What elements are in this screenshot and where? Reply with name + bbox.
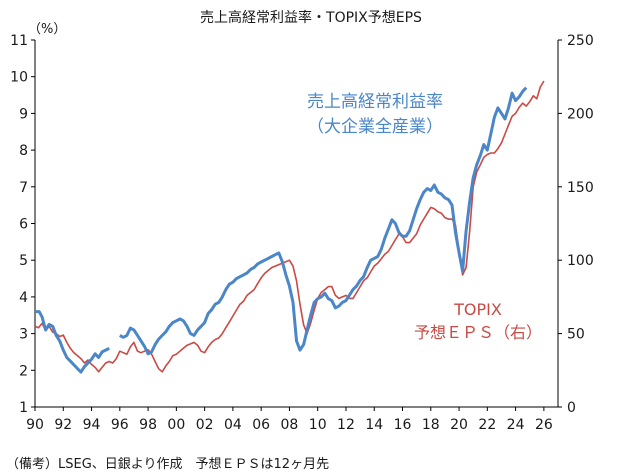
x-tick-label: 16: [394, 417, 412, 433]
footnote: （備考）LSEG、日銀より作成 予想ＥＰＳは12ヶ月先: [6, 456, 329, 472]
right-tick-label: 150: [567, 180, 594, 196]
right-tick-label: 0: [567, 400, 576, 416]
left-tick-label: 10: [10, 70, 28, 86]
x-tick-label: 94: [83, 417, 101, 433]
right-axis: 0 50 100 150 200 250: [558, 33, 594, 416]
x-tick-label: 24: [507, 417, 525, 433]
right-tick-label: 50: [567, 327, 585, 343]
series-line-margin-segment1: [35, 310, 110, 374]
x-tick-label: 18: [422, 417, 440, 433]
left-tick-label: 6: [19, 217, 28, 233]
x-tick-label: 12: [337, 417, 355, 433]
left-tick-label: 5: [19, 253, 28, 269]
legend-margin-line2: （大企業全産業）: [307, 117, 443, 137]
x-tick-label: 04: [224, 417, 242, 433]
series-lines: [34, 80, 545, 374]
legend-eps-line2: 予想ＥＰＳ（右）: [414, 323, 542, 342]
x-tick-label: 08: [281, 417, 299, 433]
legend-margin-line1: 売上高経常利益率: [307, 92, 443, 112]
x-tick-label: 20: [450, 417, 468, 433]
x-tick-label: 98: [139, 417, 157, 433]
left-tick-label: 7: [19, 180, 28, 196]
right-tick-label: 100: [567, 253, 594, 269]
right-tick-label: 250: [567, 33, 594, 49]
chart-title: 売上高経常利益率・TOPIX予想EPS: [200, 9, 422, 26]
left-tick-label: 9: [19, 106, 28, 122]
left-tick-label: 2: [19, 363, 28, 379]
x-tick-label: 92: [54, 417, 72, 433]
left-tick-label: 1: [19, 400, 28, 416]
left-tick-label: 4: [19, 290, 28, 306]
x-tick-label: 22: [478, 417, 496, 433]
left-axis-unit: （%）: [28, 22, 66, 37]
left-tick-label: 8: [19, 143, 28, 159]
x-axis: 90 92 94 96 98 00 02 04 06 08 10 12 14 16 18 20 22 24 26: [26, 407, 553, 433]
x-tick-label: 90: [26, 417, 44, 433]
x-tick-label: 14: [365, 417, 383, 433]
x-tick-label: 96: [111, 417, 129, 433]
legend-eps-line1: TOPIX: [453, 300, 502, 319]
x-tick-label: 00: [167, 417, 185, 433]
x-tick-label: 02: [196, 417, 214, 433]
left-tick-label: 11: [10, 33, 28, 49]
series-line-margin-segment2: [119, 86, 528, 356]
right-tick-label: 200: [567, 106, 594, 122]
x-tick-label: 10: [309, 417, 327, 433]
left-tick-label: 3: [19, 327, 28, 343]
x-tick-label: 26: [535, 417, 553, 433]
plot-frame: [34, 40, 559, 408]
left-axis: 1 2 3 4 5 6 7 8 9 10 11: [10, 33, 35, 416]
x-tick-label: 06: [252, 417, 270, 433]
